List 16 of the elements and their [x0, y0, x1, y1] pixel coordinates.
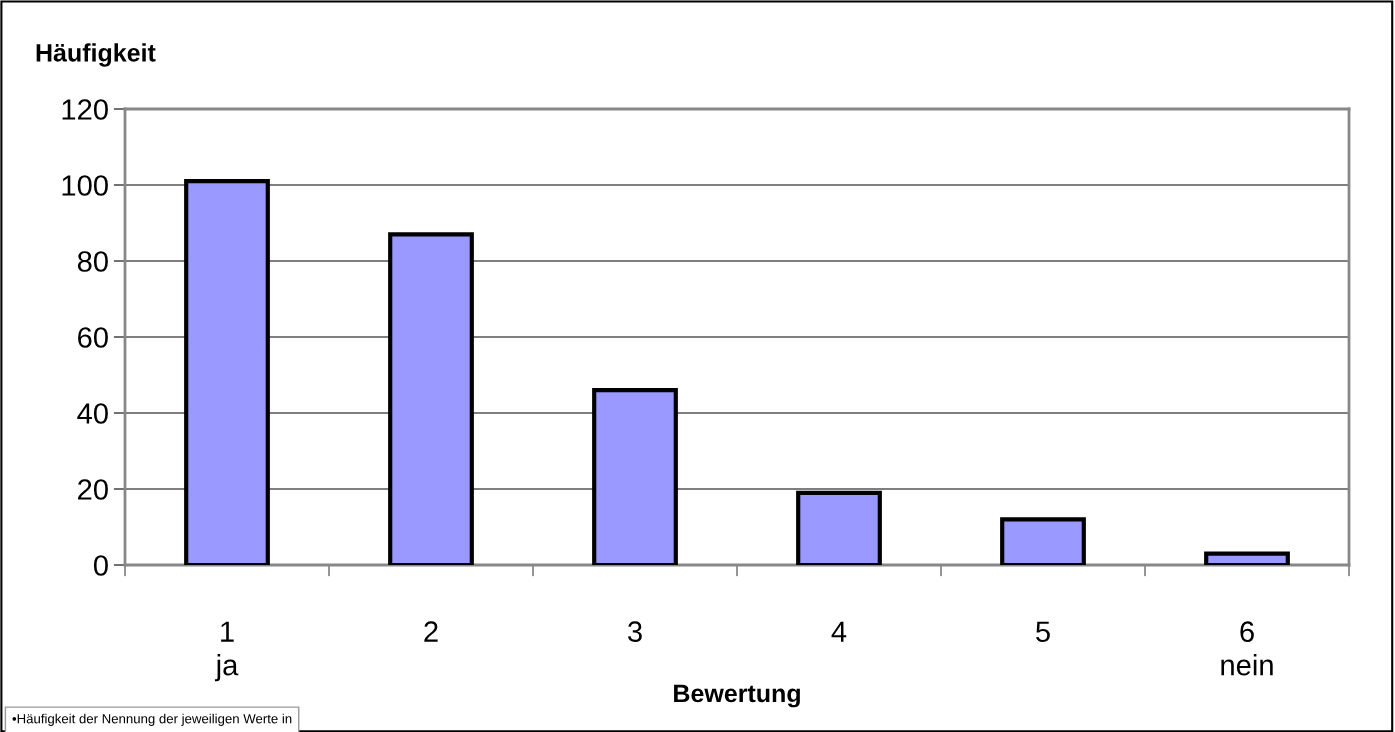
y-tick-label: 40	[77, 403, 108, 424]
chart-title: Häufigkeit	[36, 43, 156, 67]
x-tick-label: 4	[831, 621, 847, 642]
y-tick-label: 20	[78, 479, 108, 500]
x-tick-label: 2	[424, 621, 438, 642]
y-tick-label: 0	[93, 555, 108, 576]
x-tick-label: 3	[628, 621, 642, 642]
x-tick-label: 6 nein	[1221, 621, 1273, 676]
x-axis-title: Bewertung	[674, 684, 800, 708]
y-tick-label: 60	[78, 327, 108, 348]
y-tick-label: 100	[62, 175, 108, 196]
text: •Häufigkeit der Nennung der jeweiligen Werte in	[12, 713, 292, 726]
y-tick-label: 80	[77, 251, 108, 272]
y-tick-label: 120	[62, 99, 108, 120]
x-tick-label: 1 ja	[214, 621, 239, 682]
x-tick-label: 5	[1036, 621, 1050, 642]
